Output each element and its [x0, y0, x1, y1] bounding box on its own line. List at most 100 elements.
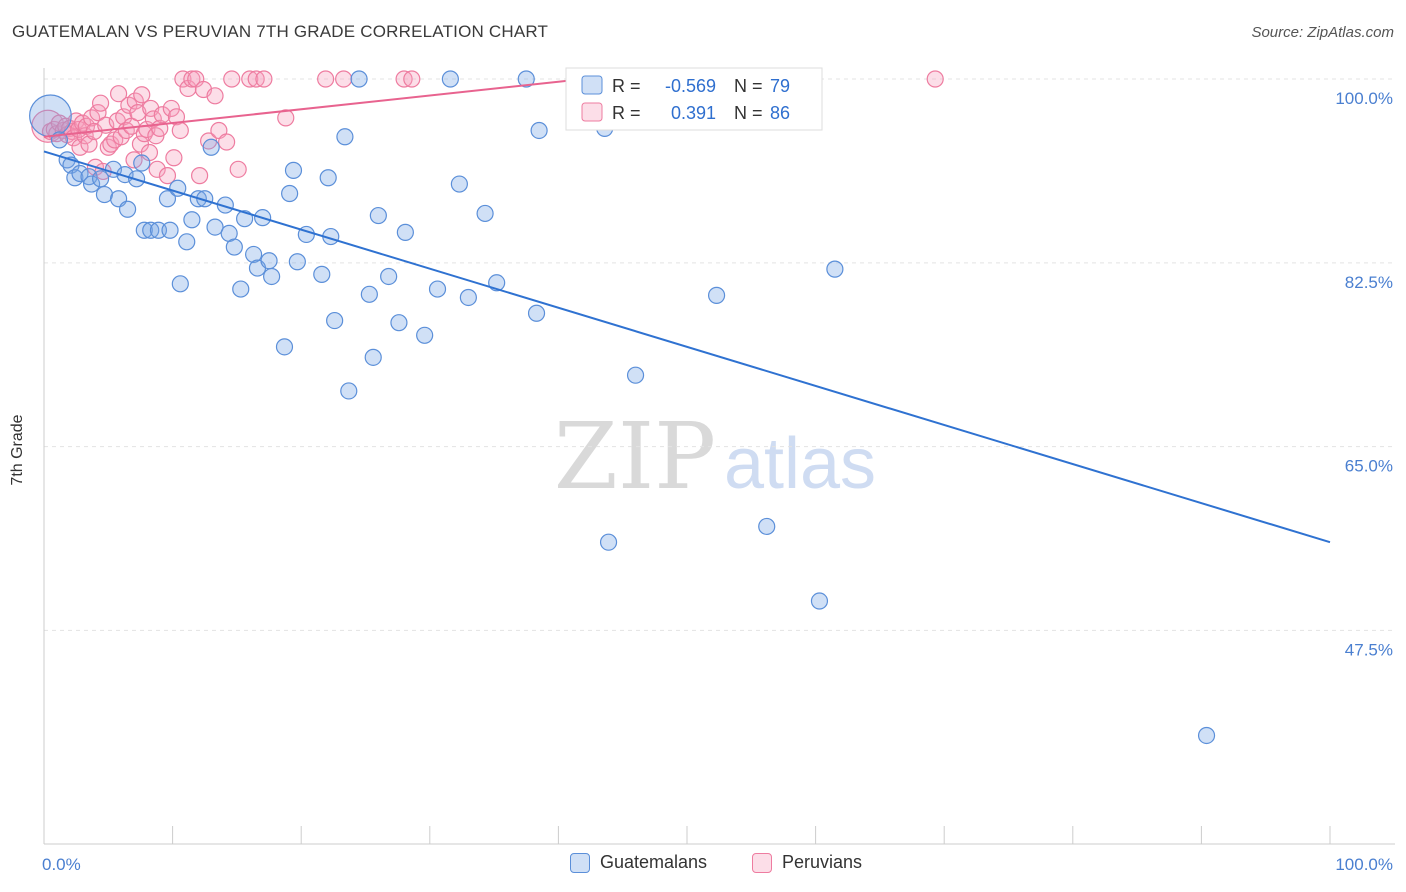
legend-top-n-value-2: 86	[770, 103, 790, 123]
x-tick-label-min: 0.0%	[42, 855, 81, 874]
guatemalan-point	[171, 275, 189, 293]
guatemalan-point	[260, 252, 278, 270]
source-label: Source: ZipAtlas.com	[1251, 24, 1394, 41]
y-tick-label: 65.0%	[1345, 457, 1393, 476]
peruvian-point	[144, 110, 162, 128]
guatemalan-point	[169, 179, 187, 197]
guatemalan-point	[288, 253, 306, 271]
peruvian-point	[174, 70, 192, 88]
guatemalan-point	[206, 218, 224, 236]
watermark-atlas: atlas	[724, 424, 876, 504]
guatemalan-point	[340, 382, 358, 400]
legend-top-n-label-2: N =	[734, 103, 763, 123]
tick-labels: 100.0% 82.5% 65.0% 47.5% 0.0% 100.0%	[42, 89, 1393, 874]
legend-top-n-label-1: N =	[734, 76, 763, 96]
peruvian-point	[162, 99, 180, 118]
guatemalan-point	[95, 185, 114, 204]
peruvian-point	[241, 70, 259, 88]
guatemalan-point	[350, 70, 368, 88]
guatemalan-point	[707, 286, 726, 304]
peruvian-point	[91, 94, 110, 112]
peruvian-point	[183, 70, 201, 88]
guatemalan-point	[183, 211, 201, 229]
peruvian-point	[171, 121, 189, 140]
legend-item-guatemalans[interactable]: Guatemalans	[570, 852, 707, 873]
guatemalan-point	[364, 348, 382, 366]
guatemalan-point	[313, 265, 331, 283]
guatemalan-point	[826, 260, 844, 278]
legend-top: R = -0.569 N = 79 R = 0.391 N = 86	[565, 67, 823, 131]
peruvians-trend-line	[43, 78, 585, 138]
guatemalan-point	[118, 200, 137, 218]
gridlines	[44, 78, 1395, 631]
peruvian-point	[255, 70, 273, 88]
guatemalan-point	[810, 592, 829, 610]
legend-swatch-blue	[570, 852, 590, 873]
chart-title: GUATEMALAN VS PERUVIAN 7TH GRADE CORRELA…	[12, 22, 549, 41]
guatemalan-point	[133, 154, 151, 172]
peruvian-point	[926, 70, 944, 88]
peruvian-point	[148, 160, 166, 178]
guatemalan-point	[71, 164, 89, 183]
y-tick-label: 82.5%	[1345, 273, 1393, 292]
guatemalan-point	[135, 221, 153, 239]
peruvian-point	[317, 70, 335, 88]
peruvian-point	[129, 104, 147, 122]
guatemalan-point	[476, 204, 494, 223]
peruvian-point	[165, 149, 183, 167]
peruvian-point	[167, 108, 186, 126]
legend-top-swatch-guatemalans	[581, 75, 603, 95]
peruvian-point	[277, 109, 295, 127]
peruvian-point	[206, 87, 224, 105]
guatemalan-point	[360, 285, 378, 303]
peruvian-point	[158, 167, 177, 185]
guatemalan-point	[91, 170, 110, 188]
legend-top-r-label-2: R =	[612, 103, 641, 123]
guatemalan-point	[319, 169, 337, 187]
guatemalan-point	[369, 206, 387, 225]
axes	[43, 68, 1395, 845]
peruvian-point	[335, 70, 353, 88]
guatemalan-point	[396, 223, 414, 241]
guatemalan-point	[178, 233, 196, 251]
guatemalan-point	[599, 533, 618, 551]
peruvian-point	[229, 160, 247, 178]
guatemalan-point	[428, 280, 447, 298]
guatemalan-point	[450, 175, 468, 193]
guatemalan-point	[161, 221, 179, 239]
y-tick-label: 47.5%	[1345, 640, 1393, 659]
legend-top-r-value-2: 0.391	[671, 103, 716, 123]
legend-top-r-label-1: R =	[612, 76, 641, 96]
guatemalan-point	[416, 326, 434, 344]
guatemalan-point	[29, 94, 72, 138]
legend-swatch-pink	[752, 852, 772, 873]
guatemalan-point	[275, 338, 294, 356]
guatemalan-point	[263, 267, 281, 286]
legend-top-swatch-peruvians	[581, 102, 603, 122]
guatemalan-point	[232, 280, 250, 298]
guatemalan-point	[527, 304, 546, 322]
legend-item-peruvians[interactable]: Peruvians	[752, 852, 862, 873]
guatemalan-point	[326, 311, 344, 330]
guatemalan-point	[225, 238, 243, 256]
peruvian-point	[109, 85, 128, 103]
guatemalan-point	[336, 128, 354, 146]
peruvians-points	[31, 70, 944, 185]
guatemalan-point	[530, 121, 548, 140]
trend-lines	[43, 78, 1331, 544]
legend-bottom: Guatemalans Peruvians	[0, 852, 1406, 876]
y-tick-label: 100.0%	[1335, 89, 1393, 108]
guatemalan-point	[517, 70, 535, 88]
guatemalan-point	[459, 288, 477, 307]
watermark-zip: ZIP	[554, 403, 716, 510]
guatemalan-point	[158, 190, 177, 208]
peruvian-point	[80, 135, 98, 153]
guatemalan-point	[626, 366, 645, 384]
guatemalan-point	[245, 245, 263, 264]
guatemalan-point	[202, 138, 220, 156]
legend-top-box	[565, 67, 823, 131]
guatemalan-point	[82, 175, 101, 193]
peruvian-point	[218, 133, 236, 151]
guatemalan-point	[441, 70, 459, 88]
